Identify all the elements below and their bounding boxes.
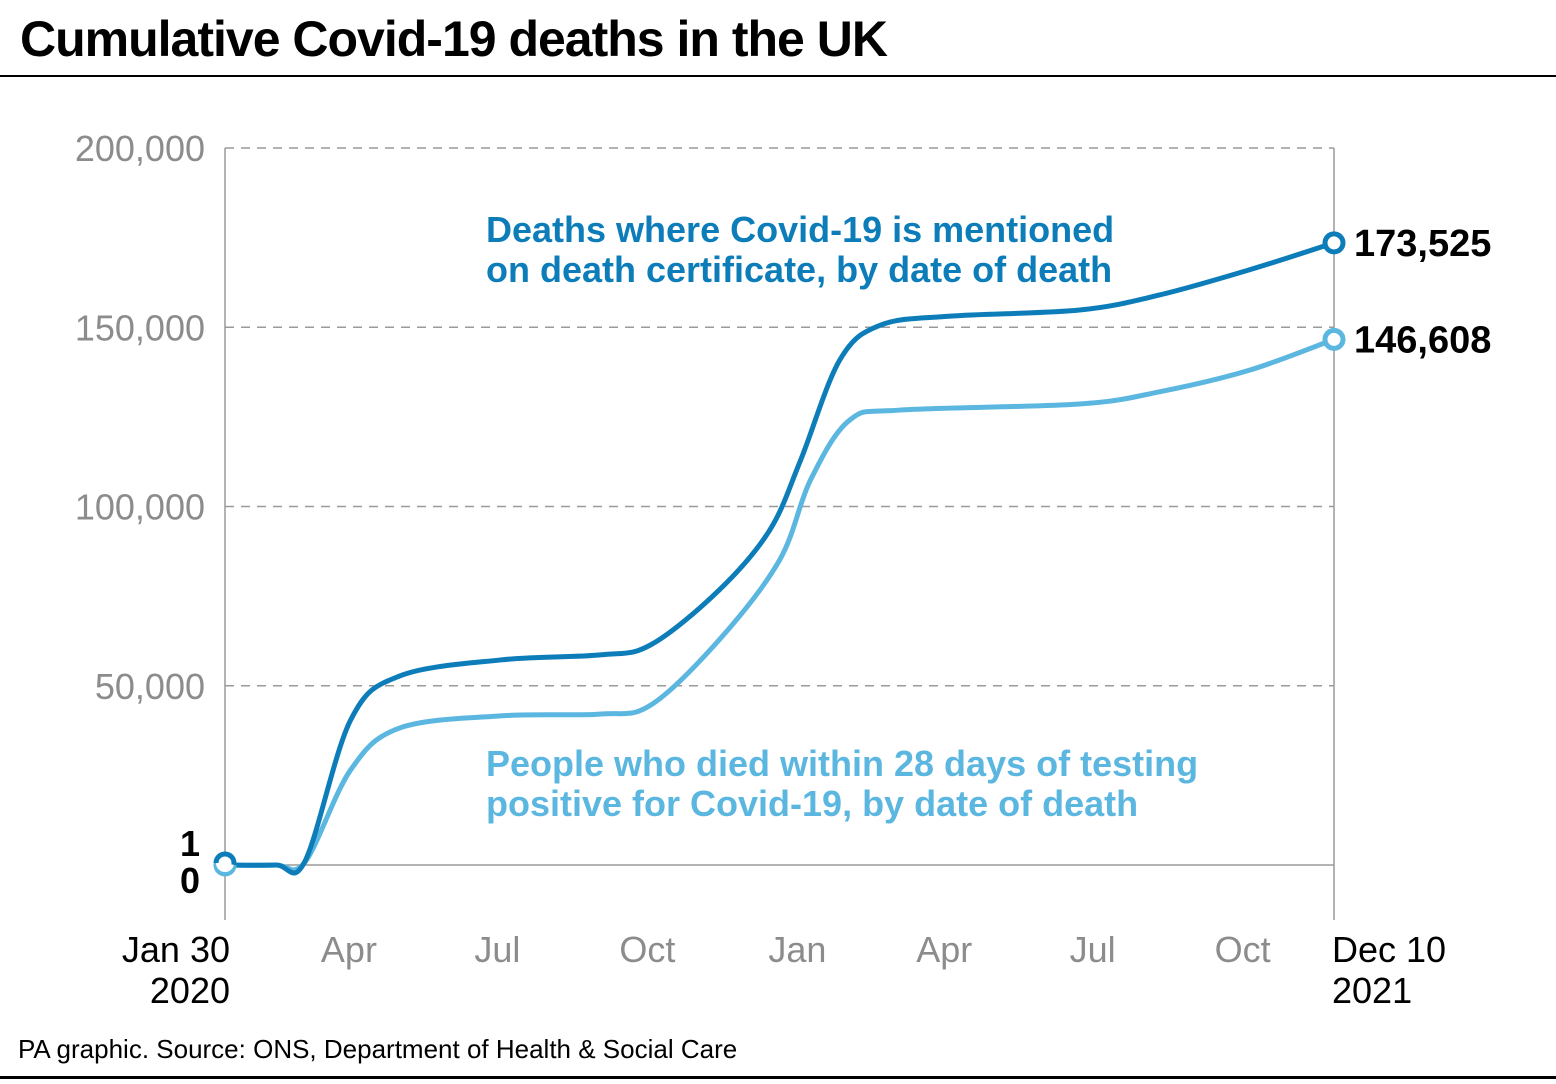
y-tick-label: 200,000: [75, 128, 205, 169]
x-tick-label: Oct: [619, 929, 675, 970]
end-value-label: 146,608: [1354, 319, 1491, 361]
x-tick-label: Jul: [1070, 929, 1116, 970]
end-marker-2: [1322, 327, 1346, 351]
x-end-label: 2021: [1332, 970, 1412, 1011]
series-label-1: Deaths where Covid-19 is mentioned: [486, 209, 1114, 250]
title-divider: [0, 75, 1556, 77]
end-value-label: 173,525: [1354, 223, 1491, 265]
y-start-label: 1: [180, 823, 200, 864]
x-start-label: 2020: [150, 970, 230, 1011]
y-tick-label: 100,000: [75, 487, 205, 528]
bottom-divider: [0, 1076, 1556, 1079]
y-tick-label: 50,000: [95, 666, 205, 707]
x-tick-label: Oct: [1215, 929, 1271, 970]
series-label-1: on death certificate, by date of death: [486, 249, 1112, 290]
y-tick-label: 150,000: [75, 307, 205, 348]
series-label-2: People who died within 28 days of testin…: [486, 743, 1198, 784]
y-start-label: 0: [180, 860, 200, 901]
source-note: PA graphic. Source: ONS, Department of H…: [18, 1034, 738, 1064]
x-tick-label: Jan: [768, 929, 826, 970]
series-line-2: [222, 336, 1337, 873]
series-label-2: positive for Covid-19, by date of death: [486, 783, 1138, 824]
x-start-label: Jan 30: [122, 929, 230, 970]
x-tick-label: Jul: [474, 929, 520, 970]
end-marker-1: [1322, 231, 1346, 255]
start-marker: [213, 851, 237, 875]
x-tick-label: Apr: [916, 929, 972, 970]
x-end-label: Dec 10: [1332, 929, 1446, 970]
series-line-1: [222, 240, 1337, 876]
chart-title: Cumulative Covid-19 deaths in the UK: [20, 11, 888, 67]
x-tick-label: Apr: [321, 929, 377, 970]
